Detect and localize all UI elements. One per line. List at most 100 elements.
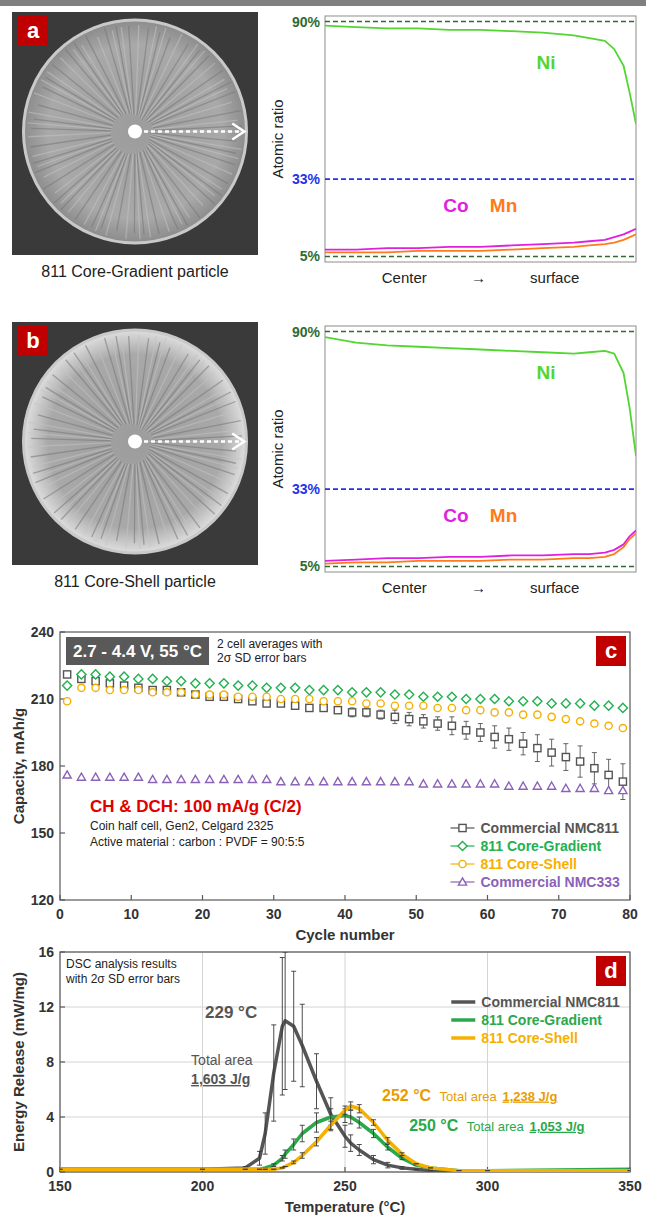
data-point: [77, 773, 85, 780]
tick-label: 33%: [292, 481, 321, 497]
data-point: [206, 691, 213, 698]
data-point: [177, 775, 185, 782]
scan-arrowhead: [232, 434, 244, 450]
data-point: [92, 684, 99, 691]
annotation: DSC analysis results: [66, 957, 177, 971]
error-bar: [200, 1169, 205, 1170]
texture: [75, 151, 121, 219]
error-bar: [283, 1166, 288, 1167]
error-bar: [628, 1170, 631, 1171]
data-point: [591, 765, 598, 772]
tick: [60, 1116, 65, 1117]
data-point: [305, 685, 314, 694]
legend-entry: 811 Core-Gradient: [481, 1012, 602, 1028]
image-caption: 811 Core-Gradient particle: [41, 263, 228, 280]
data-point: [618, 703, 627, 712]
data-point: [334, 698, 341, 705]
data-point: [320, 778, 328, 785]
data-point: [292, 695, 299, 702]
texture: [150, 392, 231, 434]
annotation: 252 °C: [382, 1087, 432, 1104]
data-point: [249, 693, 256, 700]
axis-title: Temperature (°C): [285, 1198, 406, 1215]
data-point: [377, 700, 384, 707]
data-area: [63, 670, 628, 800]
reference-line: [325, 21, 636, 23]
error-bar: [414, 1163, 419, 1164]
data-point: [562, 753, 569, 760]
data-point: [92, 773, 100, 780]
texture: [74, 43, 124, 115]
panel-letter-text: d: [604, 958, 617, 983]
legend-entry: 811 Core-Shell: [481, 1030, 578, 1046]
error-bar: [457, 1170, 462, 1171]
legend-swatch: [451, 1036, 475, 1040]
panel-letter-box: [596, 636, 626, 666]
tick-label: 150: [31, 825, 55, 841]
texture: [61, 458, 117, 512]
series-label: Ni: [536, 52, 555, 73]
reference-line: [325, 488, 636, 490]
error-bar: [60, 1169, 63, 1170]
data-point: [177, 677, 186, 686]
center-dot: [128, 435, 142, 449]
error-bar: [291, 1139, 296, 1150]
data-point: [519, 782, 527, 789]
error-bar: [291, 971, 296, 1081]
axis-title: Center → surface: [382, 269, 580, 286]
annotation: with 2σ SD error bars: [65, 972, 180, 986]
series-line: [325, 26, 636, 124]
texture: [61, 148, 117, 202]
annotations: DSC analysis resultswith 2σ SD error bar…: [65, 957, 585, 1134]
texture: [126, 154, 133, 239]
error-bar: [357, 1145, 362, 1156]
data-point: [434, 720, 441, 727]
legend-entry: Commercial NMC811: [481, 820, 620, 836]
error-bar: [60, 1169, 63, 1170]
error-bar: [283, 1150, 288, 1158]
error-bar: [271, 1164, 276, 1167]
data-point: [505, 782, 513, 789]
data-point: [334, 707, 341, 714]
data-point: [590, 701, 599, 710]
texture: [98, 347, 128, 423]
data-point: [291, 778, 299, 785]
data-point: [477, 729, 484, 736]
sem-image: 811 Core-Shell particle: [12, 322, 258, 590]
data-point: [462, 780, 470, 787]
condition-box: [66, 637, 209, 665]
tick-label: 0: [56, 906, 64, 922]
data-point: [235, 693, 242, 700]
tick: [487, 895, 488, 900]
data-point: [577, 758, 584, 765]
legend: Commercial NMC811811 Core-Gradient811 Co…: [451, 994, 620, 1046]
data-point: [205, 679, 214, 688]
data-point: [306, 704, 313, 711]
data-point: [277, 778, 285, 785]
data-point: [590, 784, 598, 791]
scan-arrow: [144, 440, 240, 443]
texture: [84, 153, 123, 225]
error-bar: [343, 1106, 348, 1114]
panel-letter: b: [18, 326, 48, 356]
data-point: [576, 784, 584, 791]
annotations: 2.7 - 4.4 V, 55 °C2 cell averages with2σ…: [66, 637, 322, 849]
texture: [144, 361, 204, 431]
data-point: [305, 778, 313, 785]
data-point: [248, 681, 257, 690]
tick-label: 300: [476, 1178, 500, 1194]
error-bar: [271, 1025, 276, 1121]
data-point: [306, 695, 313, 702]
tick: [60, 631, 65, 632]
texture: [149, 450, 227, 494]
error-bar: [328, 1121, 333, 1129]
data-point: [362, 778, 370, 785]
texture: [84, 463, 123, 535]
series-line: [325, 337, 636, 456]
data-point: [178, 689, 185, 696]
texture: [136, 464, 140, 550]
data-point: [561, 699, 570, 708]
data-point: [263, 775, 271, 782]
error-bar: [263, 1113, 268, 1154]
data-point: [333, 685, 342, 694]
